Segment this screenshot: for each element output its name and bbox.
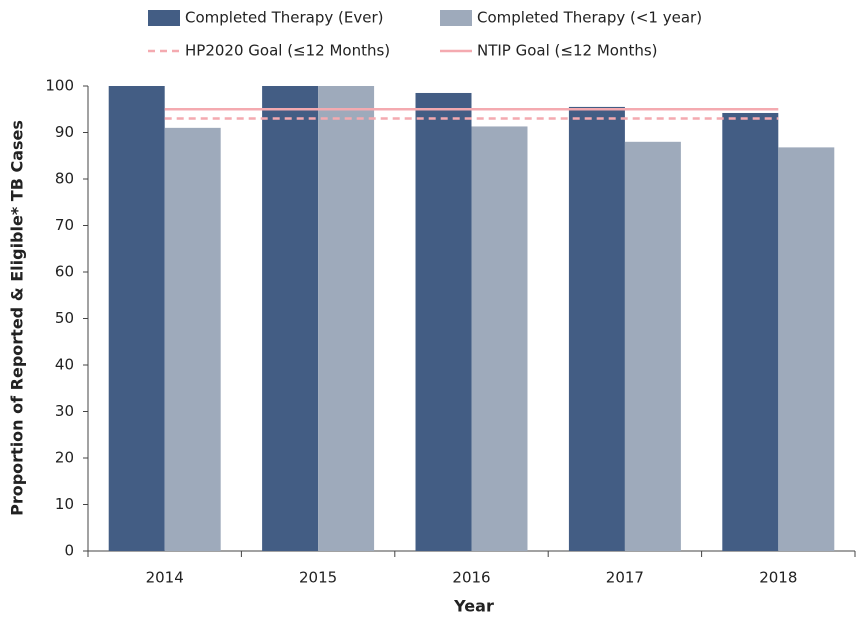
y-tick-label: 60 [55, 263, 74, 281]
bar [415, 92, 472, 551]
y-tick-label: 40 [55, 356, 74, 374]
legend-label: HP2020 Goal (≤12 Months) [185, 42, 390, 60]
y-tick-label: 50 [55, 309, 74, 327]
bar [624, 141, 681, 552]
legend-swatch [440, 10, 472, 26]
legend-label: Completed Therapy (Ever) [185, 9, 383, 27]
x-axis-title: Year [453, 597, 494, 616]
y-tick-label: 0 [64, 542, 74, 560]
y-axis-title: Proportion of Reported & Eligible* TB Ca… [8, 120, 27, 516]
bar [108, 86, 165, 551]
bar [471, 126, 528, 551]
bar [778, 147, 835, 551]
y-tick-label: 80 [55, 170, 74, 188]
x-tick-label: 2016 [452, 569, 490, 587]
bar [568, 106, 625, 552]
y-tick-label: 90 [55, 123, 74, 141]
bar [318, 86, 375, 551]
y-tick-label: 10 [55, 495, 74, 513]
legend-label: NTIP Goal (≤12 Months) [477, 42, 658, 60]
y-tick-label: 30 [55, 402, 74, 420]
bar [722, 112, 779, 551]
x-tick-label: 2014 [146, 569, 184, 587]
y-tick-label: 100 [45, 77, 74, 95]
x-tick-label: 2018 [759, 569, 797, 587]
x-tick-label: 2015 [299, 569, 337, 587]
legend-swatch [148, 10, 180, 26]
bar [164, 127, 221, 551]
legend-label: Completed Therapy (<1 year) [477, 9, 702, 27]
bar [262, 86, 319, 551]
y-tick-label: 20 [55, 449, 74, 467]
x-tick-label: 2017 [606, 569, 644, 587]
y-tick-label: 70 [55, 216, 74, 234]
